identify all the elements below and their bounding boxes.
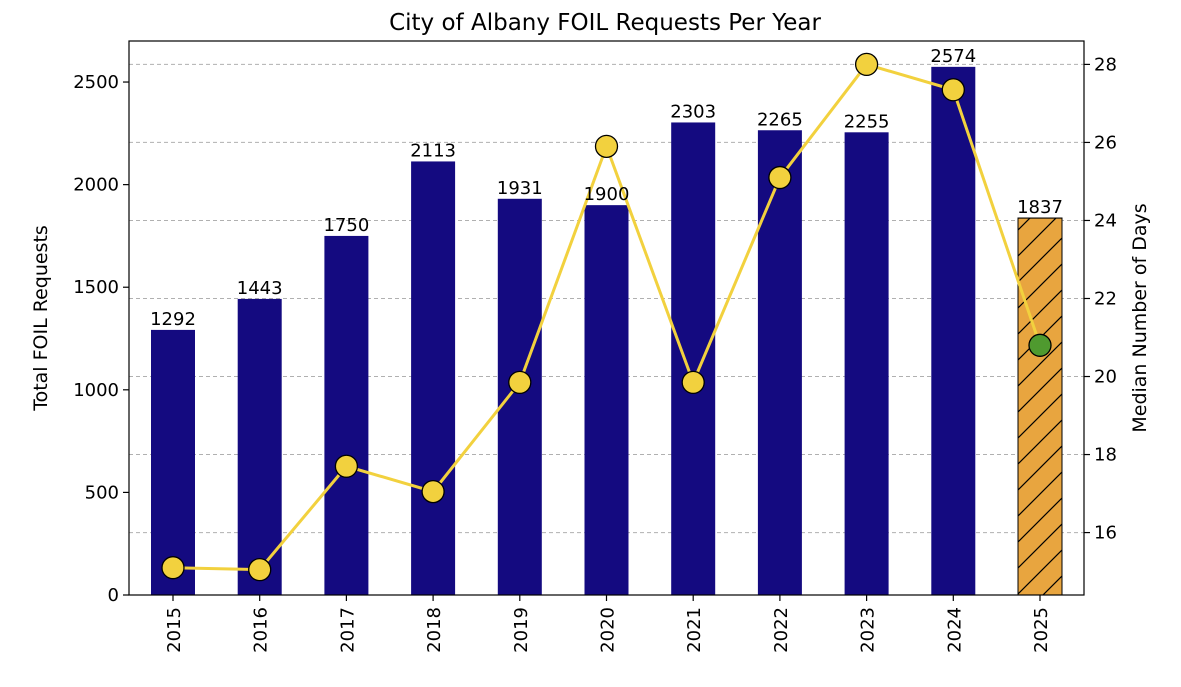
y2-tick-label: 20 <box>1094 367 1117 388</box>
median-days-point <box>854 52 879 77</box>
bar <box>757 130 802 595</box>
bar-value-label: 2113 <box>410 140 456 161</box>
bar <box>237 298 282 595</box>
y2-tick-label: 22 <box>1094 288 1117 309</box>
x-tick-label: 2022 <box>771 607 792 653</box>
y2-tick-label: 24 <box>1094 210 1117 231</box>
x-tick-label: 2017 <box>337 607 358 653</box>
y2-tick-label: 16 <box>1094 523 1117 544</box>
bar-value-label: 2574 <box>930 46 976 67</box>
median-days-point <box>421 479 445 504</box>
bar <box>324 235 369 596</box>
bar-value-label: 1750 <box>323 215 369 236</box>
y-tick-label: 1000 <box>73 380 119 401</box>
bar-value-label: 1443 <box>237 278 283 299</box>
median-days-point <box>1028 333 1052 357</box>
bar-value-label: 2265 <box>757 109 803 130</box>
median-days-point <box>508 370 532 395</box>
y-tick-label: 2000 <box>73 175 119 196</box>
bar-value-label: 1837 <box>1017 197 1063 218</box>
y-tick-label: 2500 <box>73 72 119 93</box>
median-days-point <box>248 557 272 582</box>
x-tick-label: 2023 <box>858 607 879 653</box>
y2-tick-label: 26 <box>1094 132 1117 153</box>
x-tick-label: 2016 <box>251 607 272 653</box>
x-tick-label: 2021 <box>684 607 705 653</box>
bar-value-label: 2255 <box>844 111 890 132</box>
x-tick-label: 2019 <box>511 607 532 653</box>
y2-tick-label: 18 <box>1094 445 1117 466</box>
bar <box>151 329 195 595</box>
x-tick-label: 2020 <box>598 607 619 653</box>
data-labels-layer: 1292 1443 1750 2113 1931 1900 2303 2265 2255 2574… <box>150 46 1063 330</box>
median-days-point <box>161 556 185 580</box>
bars-layer <box>151 66 1063 596</box>
x-tick-label: 2015 <box>164 607 185 653</box>
y-axis-label: Total FOIL Requests <box>30 225 52 412</box>
bar <box>584 205 629 596</box>
y2-tick-label: 28 <box>1094 54 1117 75</box>
x-tick-label: 2024 <box>944 607 965 653</box>
bar <box>671 122 716 595</box>
bar-value-label: 1900 <box>584 184 630 205</box>
line-layer <box>161 52 1052 582</box>
bar <box>844 132 889 595</box>
bar <box>931 66 976 595</box>
bar-value-label: 1292 <box>150 309 196 330</box>
bar-hatch <box>1017 217 1063 596</box>
median-days-point <box>941 78 965 102</box>
x-tick-label: 2025 <box>1031 607 1052 653</box>
median-days-point <box>334 454 359 478</box>
bar-value-label: 1931 <box>497 178 543 199</box>
bar-value-label: 2303 <box>670 101 716 122</box>
median-days-point <box>594 134 619 158</box>
x-tick-label: 2018 <box>424 607 445 653</box>
bar <box>497 198 542 595</box>
y-tick-label: 500 <box>85 482 119 503</box>
median-days-point <box>768 165 792 190</box>
median-days-point <box>681 370 705 395</box>
y2-axis-label: Median Number of Days <box>1129 203 1151 432</box>
y-tick-label: 0 <box>108 585 119 606</box>
y-tick-label: 1500 <box>73 277 119 298</box>
bar <box>411 161 456 595</box>
chart-title: City of Albany FOIL Requests Per Year <box>389 10 821 36</box>
